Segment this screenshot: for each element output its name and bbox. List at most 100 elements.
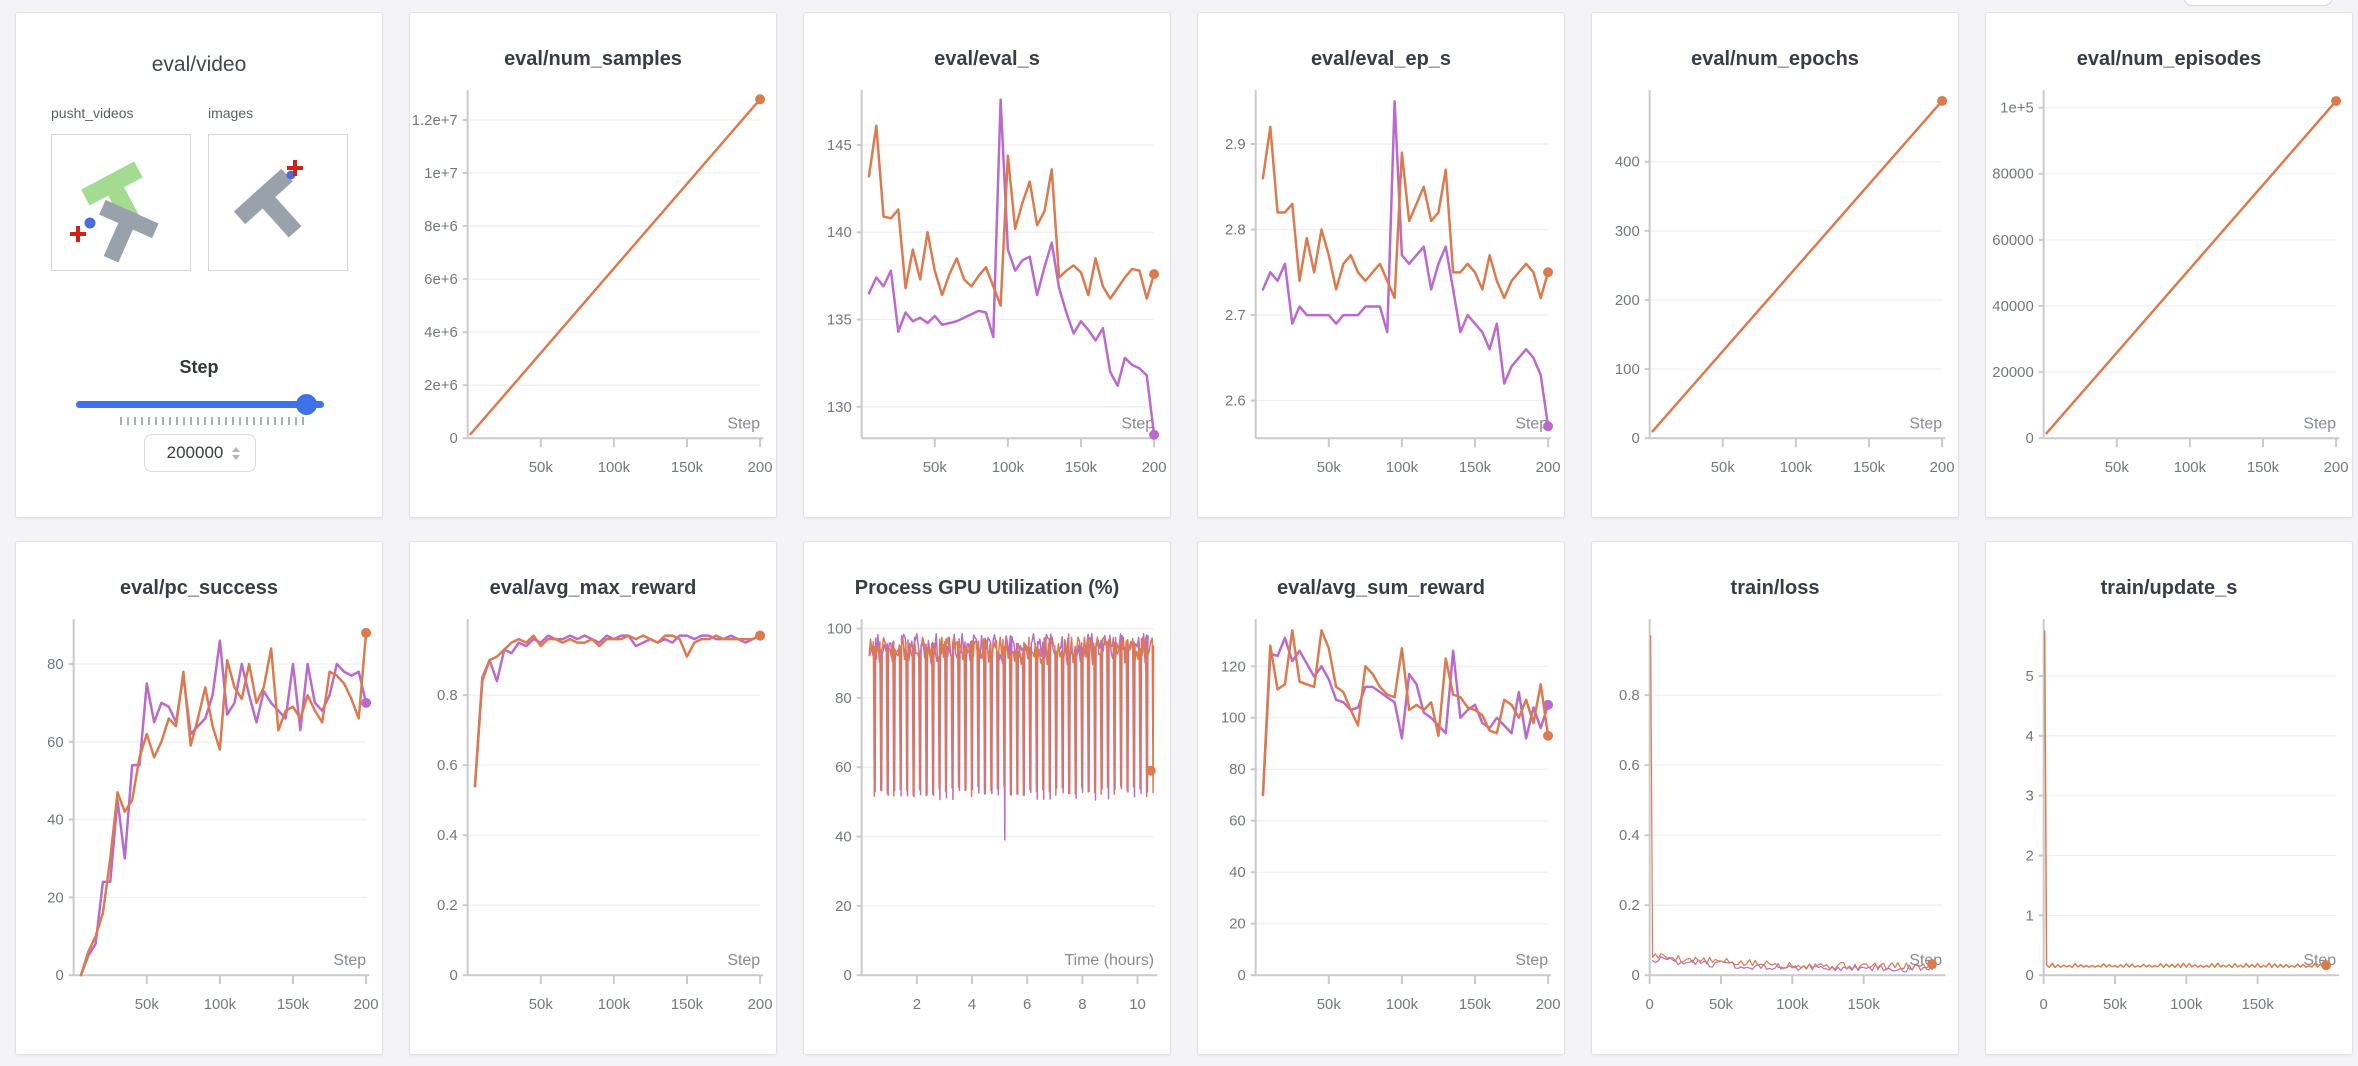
svg-text:0: 0 <box>2025 968 2033 984</box>
chart-title: eval/num_samples <box>504 48 682 70</box>
svg-text:100k: 100k <box>598 997 631 1013</box>
panel-eval-eval-s: eval/eval_s 130 135 140 145 50k 100k 150k 200 St… <box>803 12 1171 518</box>
svg-text:150k: 150k <box>1459 460 1492 476</box>
panel-train-loss: train/loss 0 0.2 0.4 0.6 0.8 0 50k 100k 150k Step <box>1591 541 1959 1055</box>
svg-text:50k: 50k <box>1317 997 1342 1013</box>
svg-text:60: 60 <box>835 760 852 776</box>
svg-text:Step: Step <box>1515 952 1548 969</box>
step-value-input[interactable] <box>160 443 230 463</box>
images-frame <box>233 160 303 238</box>
svg-text:0.8: 0.8 <box>1619 688 1640 704</box>
chart-eval-avg-sum-reward[interactable]: 0 20 40 60 80 100 120 50k 100k 150k 200 Step <box>1198 612 1564 1044</box>
chart-title: train/loss <box>1730 577 1820 599</box>
panel-eval-eval-ep-s: eval/eval_ep_s 2.6 2.7 2.8 2.9 50k 100k 150k 20… <box>1197 12 1565 518</box>
svg-text:150k: 150k <box>1459 997 1492 1013</box>
svg-text:150k: 150k <box>671 460 704 476</box>
svg-text:140: 140 <box>827 225 852 241</box>
svg-text:150k: 150k <box>1853 460 1886 476</box>
gray-t-shape <box>233 168 302 238</box>
stepper-arrows-icon[interactable] <box>232 446 240 460</box>
svg-text:2.9: 2.9 <box>1225 137 1246 153</box>
svg-text:100k: 100k <box>1780 460 1813 476</box>
svg-text:80000: 80000 <box>1992 167 2033 183</box>
svg-text:80: 80 <box>47 657 64 673</box>
chart-eval-avg-max-reward[interactable]: 0 0.2 0.4 0.6 0.8 50k 100k 150k 200 Step <box>410 612 776 1044</box>
svg-text:400: 400 <box>1615 155 1640 171</box>
images-thumbnail[interactable] <box>208 134 348 271</box>
svg-text:135: 135 <box>827 312 852 328</box>
chart-eval-num-samples[interactable]: 0 2e+6 4e+6 6e+6 8e+6 1e+7 1.2e+7 50k 100k 150k 20… <box>410 83 776 507</box>
svg-text:145: 145 <box>827 138 852 154</box>
svg-text:1e+7: 1e+7 <box>424 166 458 182</box>
svg-text:150k: 150k <box>277 997 310 1013</box>
svg-text:200: 200 <box>748 997 773 1013</box>
panel-eval-num-epochs: eval/num_epochs 0 100 200 300 400 50k 100k 150k… <box>1591 12 1959 518</box>
svg-text:100k: 100k <box>1386 460 1419 476</box>
panel-eval-avg-max-reward: eval/avg_max_reward 0 0.2 0.4 0.6 0.8 50k 100k… <box>409 541 777 1055</box>
step-slider-ruler <box>120 417 307 425</box>
chart-title: eval/num_episodes <box>2076 48 2262 70</box>
step-slider-thumb[interactable] <box>296 394 317 415</box>
svg-text:20000: 20000 <box>1992 365 2033 381</box>
svg-text:200: 200 <box>1536 997 1561 1013</box>
svg-text:130: 130 <box>827 400 852 416</box>
svg-text:0.4: 0.4 <box>437 828 458 844</box>
svg-text:200: 200 <box>2324 460 2349 476</box>
svg-text:150k: 150k <box>2241 997 2274 1013</box>
panel-eval-num-samples: eval/num_samples 0 2e+6 4e+6 6e+6 8e+6 1e+7 1.… <box>409 12 777 518</box>
svg-text:40000: 40000 <box>1992 299 2033 315</box>
chart-eval-pc-success[interactable]: 0 20 40 60 80 50k 100k 150k 200 Step <box>16 612 382 1044</box>
svg-text:50k: 50k <box>2105 460 2130 476</box>
svg-text:Step: Step <box>1121 415 1154 432</box>
media-panel-title: eval/video <box>151 53 247 76</box>
pusht-videos-label: pusht_videos <box>51 105 134 121</box>
svg-text:8: 8 <box>1078 997 1086 1013</box>
svg-text:200: 200 <box>1615 293 1640 309</box>
svg-text:Step: Step <box>2303 415 2336 432</box>
panel-eval-video: eval/video pusht_videos images <box>15 12 383 518</box>
svg-text:2e+6: 2e+6 <box>424 378 458 394</box>
svg-text:0.4: 0.4 <box>1619 828 1640 844</box>
svg-text:60: 60 <box>47 735 64 751</box>
svg-text:50k: 50k <box>1711 460 1736 476</box>
svg-text:40: 40 <box>47 813 64 829</box>
svg-text:4: 4 <box>2025 729 2033 745</box>
chart-eval-eval-ep-s[interactable]: 2.6 2.7 2.8 2.9 50k 100k 150k 200 Step <box>1198 83 1564 507</box>
svg-text:50k: 50k <box>135 997 160 1013</box>
svg-text:150k: 150k <box>671 997 704 1013</box>
svg-text:150k: 150k <box>1065 460 1098 476</box>
svg-text:2.7: 2.7 <box>1225 308 1246 324</box>
svg-text:Step: Step <box>727 952 760 969</box>
step-slider-track[interactable] <box>76 401 324 408</box>
svg-text:40: 40 <box>1229 865 1246 881</box>
svg-text:2.8: 2.8 <box>1225 222 1246 238</box>
svg-text:50k: 50k <box>1709 997 1734 1013</box>
svg-text:40: 40 <box>835 830 852 846</box>
chart-title: eval/pc_success <box>120 577 278 599</box>
svg-text:0: 0 <box>2025 431 2033 447</box>
chart-gpu-utilization[interactable]: 0 20 40 60 80 100 2 4 6 8 10 Time (hours) <box>804 612 1170 1044</box>
chart-title: Process GPU Utilization (%) <box>854 577 1120 599</box>
svg-text:100: 100 <box>1615 362 1640 378</box>
svg-text:8e+6: 8e+6 <box>424 219 458 235</box>
svg-text:100k: 100k <box>1776 997 1809 1013</box>
svg-text:0: 0 <box>1631 431 1639 447</box>
svg-text:150k: 150k <box>1847 997 1880 1013</box>
panel-eval-pc-success: eval/pc_success 0 20 40 60 80 50k 100k 150k 200 S… <box>15 541 383 1055</box>
svg-text:1e+5: 1e+5 <box>2000 101 2034 117</box>
svg-text:0: 0 <box>843 968 851 984</box>
svg-text:6: 6 <box>1023 997 1031 1013</box>
pusht-video-thumbnail[interactable] <box>51 134 191 271</box>
chart-eval-eval-s[interactable]: 130 135 140 145 50k 100k 150k 200 Step <box>804 83 1170 507</box>
chart-eval-num-epochs[interactable]: 0 100 200 300 400 50k 100k 150k 200 Step <box>1592 83 1958 507</box>
chart-eval-num-episodes[interactable]: 0 20000 40000 60000 80000 1e+5 50k 100k 150k 200 S… <box>1986 83 2352 507</box>
svg-text:20: 20 <box>835 899 852 915</box>
svg-text:1: 1 <box>2025 908 2033 924</box>
svg-text:0: 0 <box>1646 997 1654 1013</box>
panel-eval-num-episodes: eval/num_episodes 0 20000 40000 60000 80000 1… <box>1985 12 2353 518</box>
chart-title: eval/avg_sum_reward <box>1277 577 1485 599</box>
gray-t-shape <box>99 199 159 263</box>
